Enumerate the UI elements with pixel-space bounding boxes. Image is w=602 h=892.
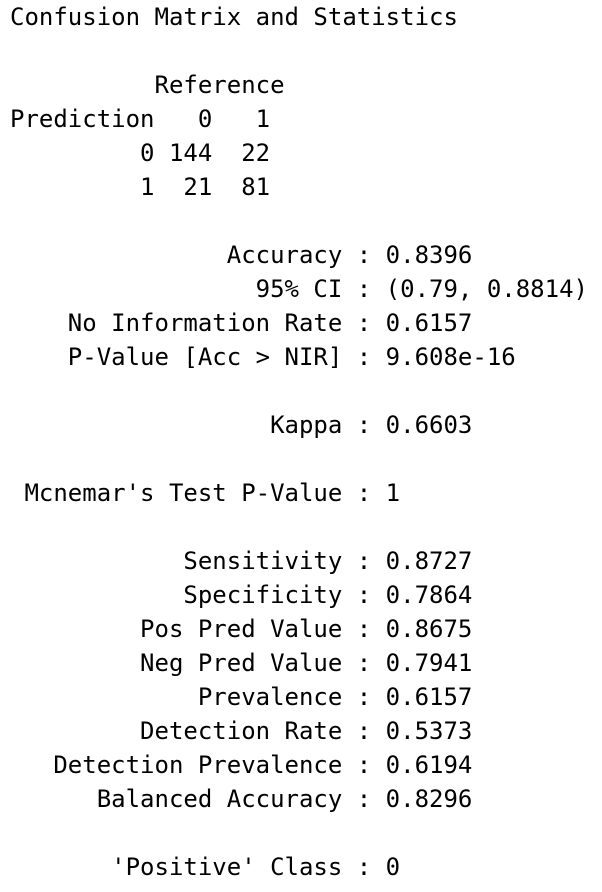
stat-detection-prevalence: Detection Prevalence : 0.6194 xyxy=(10,751,473,779)
stat-neg-pred-value: Neg Pred Value : 0.7941 xyxy=(10,649,473,677)
stat-kappa: Kappa : 0.6603 xyxy=(10,411,473,439)
stat-positive-class: 'Positive' Class : 0 xyxy=(10,853,401,881)
stat-sensitivity: Sensitivity : 0.8727 xyxy=(10,547,473,575)
stat-prevalence: Prevalence : 0.6157 xyxy=(10,683,473,711)
stat-balanced-accuracy: Balanced Accuracy : 0.8296 xyxy=(10,785,473,813)
matrix-prediction-header: Prediction 0 1 xyxy=(10,105,271,133)
stat-ci: 95% CI : (0.79, 0.8814) xyxy=(10,275,588,303)
stat-detection-rate: Detection Rate : 0.5373 xyxy=(10,717,473,745)
stat-p-value: P-Value [Acc > NIR] : 9.608e-16 xyxy=(10,343,516,371)
stat-pos-pred-value: Pos Pred Value : 0.8675 xyxy=(10,615,473,643)
output-title: Confusion Matrix and Statistics xyxy=(10,3,458,31)
stat-mcnemar: Mcnemar's Test P-Value : 1 xyxy=(10,479,401,507)
stat-no-information-rate: No Information Rate : 0.6157 xyxy=(10,309,473,337)
stat-accuracy: Accuracy : 0.8396 xyxy=(10,241,473,269)
matrix-reference-header: Reference xyxy=(10,71,285,99)
stat-specificity: Specificity : 0.7864 xyxy=(10,581,473,609)
matrix-row-1: 1 21 81 xyxy=(10,173,271,201)
matrix-row-0: 0 144 22 xyxy=(10,139,271,167)
